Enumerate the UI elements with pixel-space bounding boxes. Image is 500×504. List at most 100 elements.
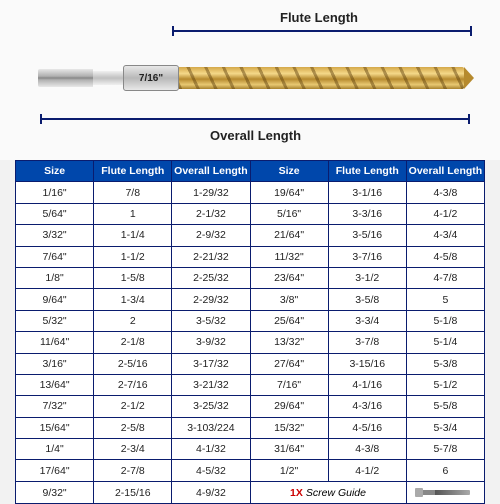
table-cell: 4-9/32: [172, 482, 249, 503]
table-cell: 3-3/4: [329, 311, 407, 331]
table-cell: 1-5/8: [94, 268, 172, 288]
table-cell: 3-7/16: [329, 247, 407, 267]
table-cell: 3-21/32: [172, 375, 249, 395]
table-cell: 3/16": [16, 354, 94, 374]
drill-tip: [464, 67, 474, 89]
shank-neck: [93, 71, 123, 85]
table-cell: 5-3/8: [407, 354, 484, 374]
table-cell: 4-3/8: [407, 182, 484, 202]
table-cell: 2-1/8: [94, 332, 172, 352]
table-cell: 2-15/16: [94, 482, 172, 503]
flute-length-indicator: [172, 30, 472, 32]
table-cell: 1: [94, 204, 172, 224]
table-cell: 5-3/4: [407, 418, 484, 438]
table-row: 19/64"3-1/164-3/8: [251, 182, 485, 203]
flute-body: [179, 67, 464, 89]
table-cell: 5-1/8: [407, 311, 484, 331]
hex-shank: [38, 69, 93, 87]
table-cell: 4-7/8: [407, 268, 484, 288]
table-cell: 2-7/16: [94, 375, 172, 395]
table-cell: 3-5/8: [329, 289, 407, 309]
table-cell: 29/64": [251, 396, 329, 416]
table-cell: 3-5/16: [329, 225, 407, 245]
table-left-half: SizeFlute LengthOverall Length1/16"7/81-…: [16, 161, 250, 503]
table-cell: 21/64": [251, 225, 329, 245]
table-row: 13/32"3-7/85-1/4: [251, 332, 485, 353]
table-row: 11/32"3-7/164-5/8: [251, 247, 485, 268]
table-row: 3/16"2-5/163-17/32: [16, 354, 250, 375]
table-row: 1/16"7/81-29/32: [16, 182, 250, 203]
table-cell: 3-15/16: [329, 354, 407, 374]
table-cell: 13/32": [251, 332, 329, 352]
table-cell: 1/16": [16, 182, 94, 202]
table-cell: 9/32": [16, 482, 94, 503]
table-cell: 3-3/16: [329, 204, 407, 224]
table-cell: 2-25/32: [172, 268, 249, 288]
table-cell: 4-1/16: [329, 375, 407, 395]
table-header-cell: Flute Length: [94, 161, 172, 181]
table-cell: 15/64": [16, 418, 94, 438]
table-row: 1/4"2-3/44-1/32: [16, 439, 250, 460]
table-cell: 3-5/32: [172, 311, 249, 331]
table-row: 9/32"2-15/164-9/32: [16, 482, 250, 503]
table-row: 13/64"2-7/163-21/32: [16, 375, 250, 396]
table-header-cell: Overall Length: [172, 161, 249, 181]
table-row: 17/64"2-7/84-5/32: [16, 460, 250, 481]
table-cell: 3/32": [16, 225, 94, 245]
table-row: 3/8"3-5/85: [251, 289, 485, 310]
table-cell: 4-1/2: [407, 204, 484, 224]
table-cell: 27/64": [251, 354, 329, 374]
drill-bit-illustration: 7/16": [38, 55, 468, 100]
screw-guide-icon-cell: [407, 482, 485, 503]
table-cell: 7/32": [16, 396, 94, 416]
table-cell: 4-5/8: [407, 247, 484, 267]
table-cell: 2-9/32: [172, 225, 249, 245]
table-row: 27/64"3-15/165-3/8: [251, 354, 485, 375]
table-header-row: SizeFlute LengthOverall Length: [251, 161, 485, 182]
table-cell: 2-1/32: [172, 204, 249, 224]
table-row: 9/64"1-3/42-29/32: [16, 289, 250, 310]
overall-length-indicator: [40, 118, 470, 120]
table-cell: 5/32": [16, 311, 94, 331]
table-cell: 1-1/2: [94, 247, 172, 267]
table-cell: 2-29/32: [172, 289, 249, 309]
table-cell: 3-7/8: [329, 332, 407, 352]
table-row: 5/64"12-1/32: [16, 204, 250, 225]
table-row: 21/64"3-5/164-3/4: [251, 225, 485, 246]
screw-guide-row: 1X Screw Guide: [251, 482, 485, 503]
table-cell: 25/64": [251, 311, 329, 331]
table-cell: 2-3/4: [94, 439, 172, 459]
table-cell: 31/64": [251, 439, 329, 459]
table-row: 15/32"4-5/165-3/4: [251, 418, 485, 439]
table-row: 5/32"23-5/32: [16, 311, 250, 332]
table-cell: 5-1/4: [407, 332, 484, 352]
table-row: 29/64"4-3/165-5/8: [251, 396, 485, 417]
table-cell: 15/32": [251, 418, 329, 438]
table-row: 31/64"4-3/85-7/8: [251, 439, 485, 460]
flute-length-label: Flute Length: [280, 10, 358, 25]
table-header-cell: Size: [16, 161, 94, 181]
table-cell: 5-7/8: [407, 439, 484, 459]
table-cell: 4-1/32: [172, 439, 249, 459]
table-cell: 1-29/32: [172, 182, 249, 202]
table-cell: 7/16": [251, 375, 329, 395]
table-header-row: SizeFlute LengthOverall Length: [16, 161, 250, 182]
table-cell: 5-1/2: [407, 375, 484, 395]
table-cell: 4-3/16: [329, 396, 407, 416]
table-row: 11/64"2-1/83-9/32: [16, 332, 250, 353]
table-cell: 7/8: [94, 182, 172, 202]
table-row: 23/64"3-1/24-7/8: [251, 268, 485, 289]
table-row: 7/64"1-1/22-21/32: [16, 247, 250, 268]
table-row: 15/64"2-5/83-103/224: [16, 418, 250, 439]
table-cell: 13/64": [16, 375, 94, 395]
table-row: 25/64"3-3/45-1/8: [251, 311, 485, 332]
screw-guide-label: 1X Screw Guide: [251, 482, 407, 503]
table-cell: 4-5/32: [172, 460, 249, 480]
table-cell: 7/64": [16, 247, 94, 267]
table-cell: 1-3/4: [94, 289, 172, 309]
table-cell: 1-1/4: [94, 225, 172, 245]
table-cell: 3-17/32: [172, 354, 249, 374]
table-cell: 9/64": [16, 289, 94, 309]
table-cell: 5/16": [251, 204, 329, 224]
overall-length-label: Overall Length: [210, 128, 301, 143]
